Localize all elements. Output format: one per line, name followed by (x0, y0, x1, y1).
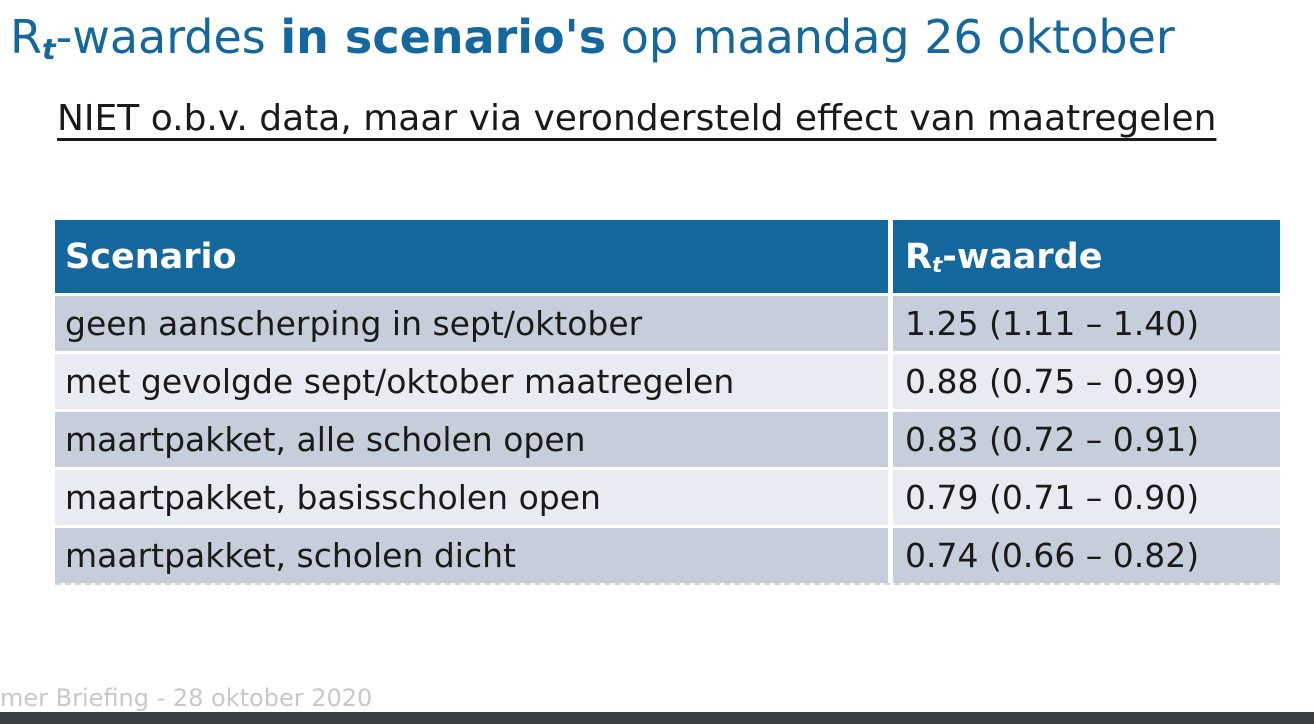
header-rt-rest: -waarde (942, 236, 1103, 277)
scenario-table: Scenario Rt-waarde geen aanscherping in … (55, 220, 1280, 585)
table-row: maartpakket, scholen dicht 0.74 (0.66 – … (55, 528, 1280, 585)
header-rt-label: Rt-waarde (905, 236, 1103, 279)
scenario-cell: geen aanscherping in sept/oktober (55, 296, 888, 351)
table-row: maartpakket, basisscholen open 0.79 (0.7… (55, 470, 1280, 528)
table-row: met gevolgde sept/oktober maatregelen 0.… (55, 354, 1280, 412)
header-cell-rt-waarde: Rt-waarde (893, 220, 1280, 293)
header-scenario-label: Scenario (65, 236, 237, 277)
title-r: R (10, 10, 42, 64)
title-bold-part: in scenario's (280, 10, 607, 64)
slide-subtitle: NIET o.b.v. data, maar via verondersteld… (57, 98, 1217, 139)
rt-value-cell: 0.83 (0.72 – 0.91) (893, 412, 1280, 467)
header-subscript-t: t (931, 253, 943, 279)
rt-value-cell: 0.79 (0.71 – 0.90) (893, 470, 1280, 525)
table-row: maartpakket, alle scholen open 0.83 (0.7… (55, 412, 1280, 470)
rt-value-cell: 0.88 (0.75 – 0.99) (893, 354, 1280, 409)
scenario-cell: maartpakket, alle scholen open (55, 412, 888, 467)
footer-briefing-label: mer Briefing - 28 oktober 2020 (0, 684, 373, 712)
header-cell-scenario: Scenario (55, 220, 888, 293)
scenario-cell: maartpakket, basisscholen open (55, 470, 888, 525)
footer-bar (0, 712, 1314, 724)
title-subscript-t: t (41, 33, 56, 67)
scenario-cell: maartpakket, scholen dicht (55, 528, 888, 583)
table-row: geen aanscherping in sept/oktober 1.25 (… (55, 296, 1280, 354)
rt-value-cell: 1.25 (1.11 – 1.40) (893, 296, 1280, 351)
scenario-cell: met gevolgde sept/oktober maatregelen (55, 354, 888, 409)
table-header-row: Scenario Rt-waarde (55, 220, 1280, 296)
rt-value-cell: 0.74 (0.66 – 0.82) (893, 528, 1280, 583)
page-title: Rt-waardes in scenario's op maandag 26 o… (10, 6, 1175, 75)
title-mid: -waardes (55, 10, 281, 64)
title-tail: op maandag 26 oktober (606, 10, 1175, 64)
